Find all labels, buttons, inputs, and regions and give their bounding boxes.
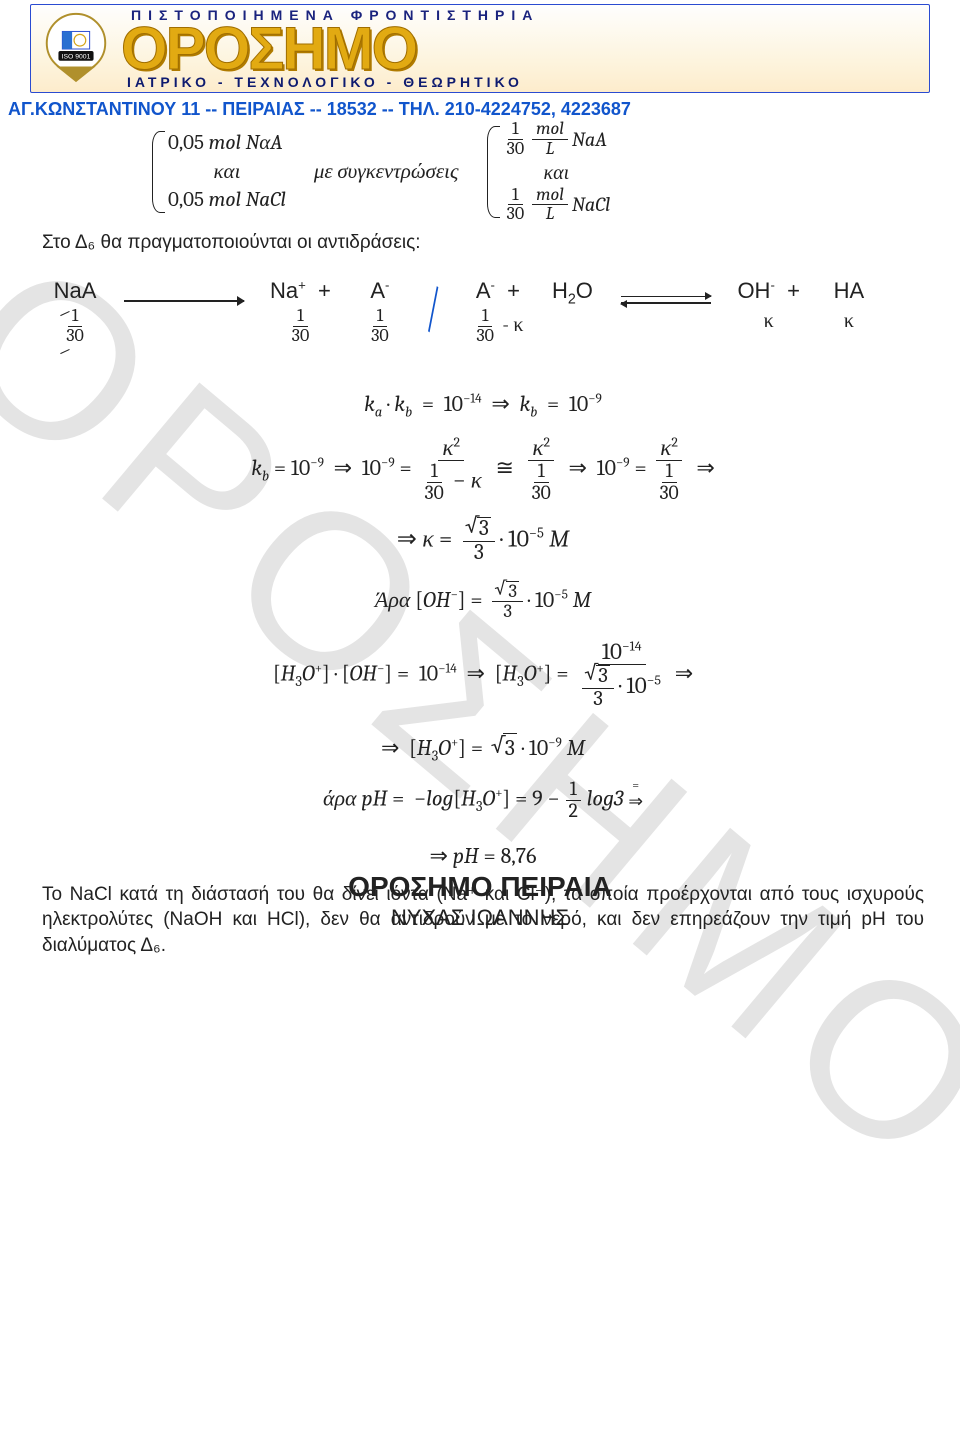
equilibrium-arrow-icon [621, 294, 711, 306]
header-banner: ISO 9001 ΠΙΣΤΟΠΟΙΗΜΕΝΑ ΦΡΟΝΤΙΣΤΗΡΙΑ ΟΡΟΣ… [30, 4, 930, 93]
iso-text: ISO 9001 [62, 53, 91, 60]
equation-7: άρα pH = −log[H3O+] = 9 − 12 log3 =⇒ [42, 779, 924, 822]
equation-8: ⇒ pH = 8,76 [42, 842, 924, 872]
arrow-icon [124, 300, 244, 302]
equation-2: kb = 10−9 ⇒ 10−9 = κ2 130 − κ ≅ κ2 130 ⇒… [42, 436, 924, 503]
page-content: ISO 9001 ΠΙΣΤΟΠΟΙΗΜΕΝΑ ΦΡΟΝΤΙΣΤΗΡΙΑ ΟΡΟΣ… [0, 4, 960, 959]
address-line: ΑΓ.ΚΩΝΣΤΑΝΤΙΝΟΥ 11 -- ΠΕΙΡΑΙΑΣ -- 18532 … [0, 93, 960, 124]
footer-sub: ΝΥΧΑΣ ΙΩΑΝΝΗΣ [0, 905, 960, 931]
equation-3: ⇒ κ = 33 · 10−5 M [42, 517, 924, 564]
reactions-intro: Στο Δ₆ θα πραγματοποιούνται οι αντιδράσε… [42, 230, 924, 256]
footer-main: ΟΡΟΣΗΜΟ ΠΕΙΡΑΙΑ [0, 871, 960, 903]
equation-1: ka · kb = 10−14 ⇒ kb = 10−9 [42, 390, 924, 422]
equation-5: [H3O+] · [OH−] = 10−14 ⇒ [H3O+] = 10−14 … [42, 640, 924, 711]
reactions-row: NaA 130 Na+ + 130 A- 130 / A- + 130 - [42, 270, 924, 354]
equation-4: Άρα [OH−] = 33 · 10−5 M [42, 581, 924, 622]
divider-slash: / [426, 270, 440, 346]
equation-6: ⇒ [H3O+] = 3 · 10−9 M [42, 733, 924, 766]
given-row: 0,05 mol NαA και 0,05 mol NaCl με συγκεν… [152, 126, 924, 218]
badge-icon: ISO 9001 [37, 10, 115, 88]
brand-name: ΟΡΟΣΗΜΟ [121, 23, 923, 74]
quality-badge: ISO 9001 [37, 10, 115, 88]
banner-sub-line: ΙΑΤΡΙΚΟ - ΤΕΧΝΟΛΟΓΙΚΟ - ΘΕΩΡΗΤΙΚΟ [121, 74, 923, 90]
footer: ΟΡΟΣΗΜΟ ΠΕΙΡΑΙΑ ΝΥΧΑΣ ΙΩΑΝΝΗΣ [0, 871, 960, 931]
